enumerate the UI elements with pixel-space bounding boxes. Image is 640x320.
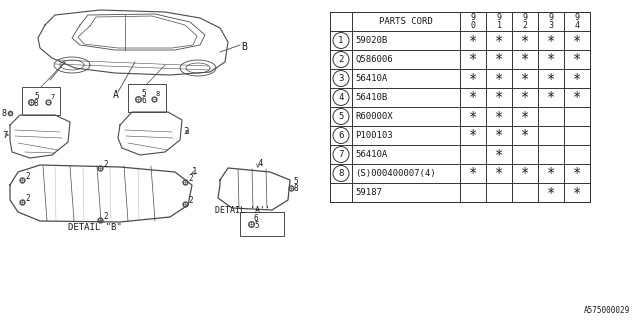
Text: *: * [521, 34, 529, 47]
Text: 8: 8 [34, 99, 38, 108]
Text: *: * [573, 71, 581, 85]
Text: 56410A: 56410A [355, 150, 387, 159]
Text: *: * [573, 186, 581, 199]
Text: 9: 9 [470, 13, 476, 22]
Text: *: * [547, 34, 555, 47]
Text: 3: 3 [339, 74, 344, 83]
Text: *: * [573, 34, 581, 47]
Text: 6: 6 [254, 214, 259, 223]
Text: 6: 6 [141, 96, 146, 105]
Text: 5: 5 [339, 112, 344, 121]
Text: *: * [521, 91, 529, 105]
Text: 3: 3 [548, 21, 554, 30]
Text: *: * [495, 71, 503, 85]
Text: 8: 8 [339, 169, 344, 178]
Text: *: * [547, 52, 555, 67]
Text: 0: 0 [470, 21, 476, 30]
Text: 56410A: 56410A [355, 74, 387, 83]
Text: PARTS CORD: PARTS CORD [379, 17, 433, 26]
Text: DETAIL "B": DETAIL "B" [68, 223, 122, 232]
Text: 56410B: 56410B [355, 93, 387, 102]
Text: 9: 9 [548, 13, 554, 22]
Text: *: * [469, 109, 477, 124]
Text: 2: 2 [188, 174, 193, 183]
Text: 2: 2 [25, 172, 29, 181]
Text: 2: 2 [188, 196, 193, 205]
Text: *: * [495, 52, 503, 67]
Text: 7: 7 [2, 131, 8, 140]
Text: 4: 4 [339, 93, 344, 102]
Bar [330, 12, 590, 202]
Text: A575000029: A575000029 [584, 306, 630, 315]
Text: R60000X: R60000X [355, 112, 392, 121]
Text: *: * [521, 52, 529, 67]
Text: 5: 5 [34, 92, 38, 101]
Bar [22, 87, 60, 115]
Text: B: B [241, 42, 247, 52]
Text: 4: 4 [575, 21, 579, 30]
Text: *: * [469, 71, 477, 85]
Text: *: * [547, 71, 555, 85]
Bar [240, 212, 284, 236]
Text: 59187: 59187 [355, 188, 382, 197]
Text: 7: 7 [339, 150, 344, 159]
Text: *: * [521, 166, 529, 180]
Text: 5: 5 [254, 221, 259, 230]
Text: (S)000400007(4): (S)000400007(4) [355, 169, 436, 178]
Text: 1: 1 [339, 36, 344, 45]
Text: 59020B: 59020B [355, 36, 387, 45]
Text: *: * [521, 129, 529, 142]
Text: *: * [573, 52, 581, 67]
Text: *: * [573, 91, 581, 105]
Text: 1: 1 [192, 167, 197, 177]
Text: *: * [495, 34, 503, 47]
Text: DETAIL 'A'': DETAIL 'A'' [215, 206, 270, 215]
Text: *: * [469, 34, 477, 47]
Text: *: * [495, 166, 503, 180]
Text: 3: 3 [183, 127, 188, 137]
Text: 9: 9 [522, 13, 527, 22]
Text: *: * [469, 129, 477, 142]
Bar [128, 84, 166, 112]
Text: *: * [521, 71, 529, 85]
Text: 9: 9 [497, 13, 502, 22]
Text: 8: 8 [156, 91, 160, 97]
Text: 2: 2 [103, 160, 108, 169]
Text: *: * [547, 186, 555, 199]
Text: *: * [547, 91, 555, 105]
Text: *: * [547, 166, 555, 180]
Text: *: * [521, 109, 529, 124]
Text: 2: 2 [522, 21, 527, 30]
Text: *: * [469, 166, 477, 180]
Text: A: A [113, 90, 119, 100]
Text: 2: 2 [103, 212, 108, 221]
Text: 8: 8 [2, 109, 7, 118]
Text: 5: 5 [293, 177, 298, 186]
Text: P100103: P100103 [355, 131, 392, 140]
Text: 5: 5 [141, 89, 146, 98]
Text: *: * [495, 109, 503, 124]
Text: 6: 6 [339, 131, 344, 140]
Text: 7: 7 [50, 94, 54, 100]
Text: Q586006: Q586006 [355, 55, 392, 64]
Text: *: * [495, 91, 503, 105]
Text: *: * [573, 166, 581, 180]
Text: *: * [495, 148, 503, 162]
Text: 1: 1 [497, 21, 502, 30]
Text: 9: 9 [575, 13, 579, 22]
Text: 8: 8 [293, 184, 298, 193]
Text: *: * [469, 91, 477, 105]
Text: *: * [495, 129, 503, 142]
Text: *: * [469, 52, 477, 67]
Text: 4: 4 [258, 158, 264, 167]
Text: 2: 2 [25, 194, 29, 203]
Text: 2: 2 [339, 55, 344, 64]
